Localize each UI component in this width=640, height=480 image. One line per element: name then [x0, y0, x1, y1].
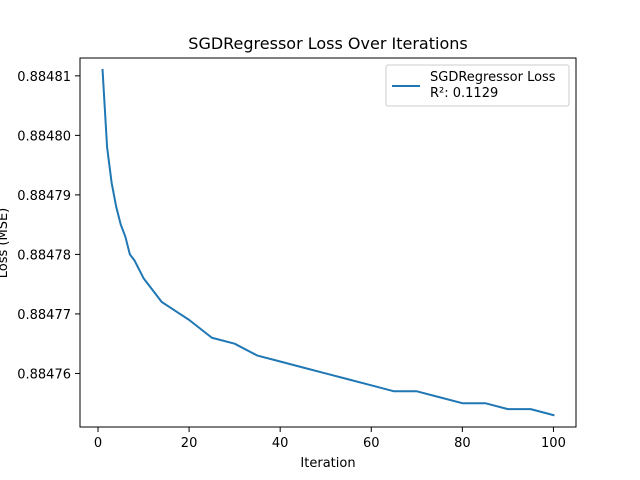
- x-tick-label-0: 0: [94, 436, 102, 451]
- x-tick-label-1: 20: [181, 436, 198, 451]
- plot-area: 0 20 40 60 80 100 0.88476 0.88477 0.88478 0.88479…: [17, 57, 577, 451]
- y-axis-label: Loss (MSE): [0, 208, 11, 278]
- x-tick-label-2: 40: [272, 436, 289, 451]
- legend-r2-label: R²: 0.1129: [430, 86, 498, 101]
- y-tick-label-0: 0.88476: [17, 367, 71, 382]
- x-tick-label-4: 80: [454, 436, 471, 451]
- x-tick-label-3: 60: [363, 436, 380, 451]
- x-tick-label-5: 100: [541, 436, 566, 451]
- axes-frame: [79, 57, 577, 428]
- series-line-0: [101, 68, 555, 417]
- y-tick-label-5: 0.88481: [17, 70, 71, 85]
- legend-box: [385, 64, 570, 107]
- x-axis-label: Iteration: [300, 456, 355, 471]
- y-tick-label-1: 0.88477: [17, 308, 71, 323]
- legend: SGDRegressor Loss R²: 0.1129: [385, 64, 570, 107]
- y-tick-label-4: 0.88480: [17, 129, 71, 144]
- chart-title: SGDRegressor Loss Over Iterations: [188, 34, 467, 53]
- y-tick-label-2: 0.88478: [17, 248, 71, 263]
- y-tick-label-3: 0.88479: [17, 189, 71, 204]
- legend-series-label: SGDRegressor Loss: [430, 70, 556, 85]
